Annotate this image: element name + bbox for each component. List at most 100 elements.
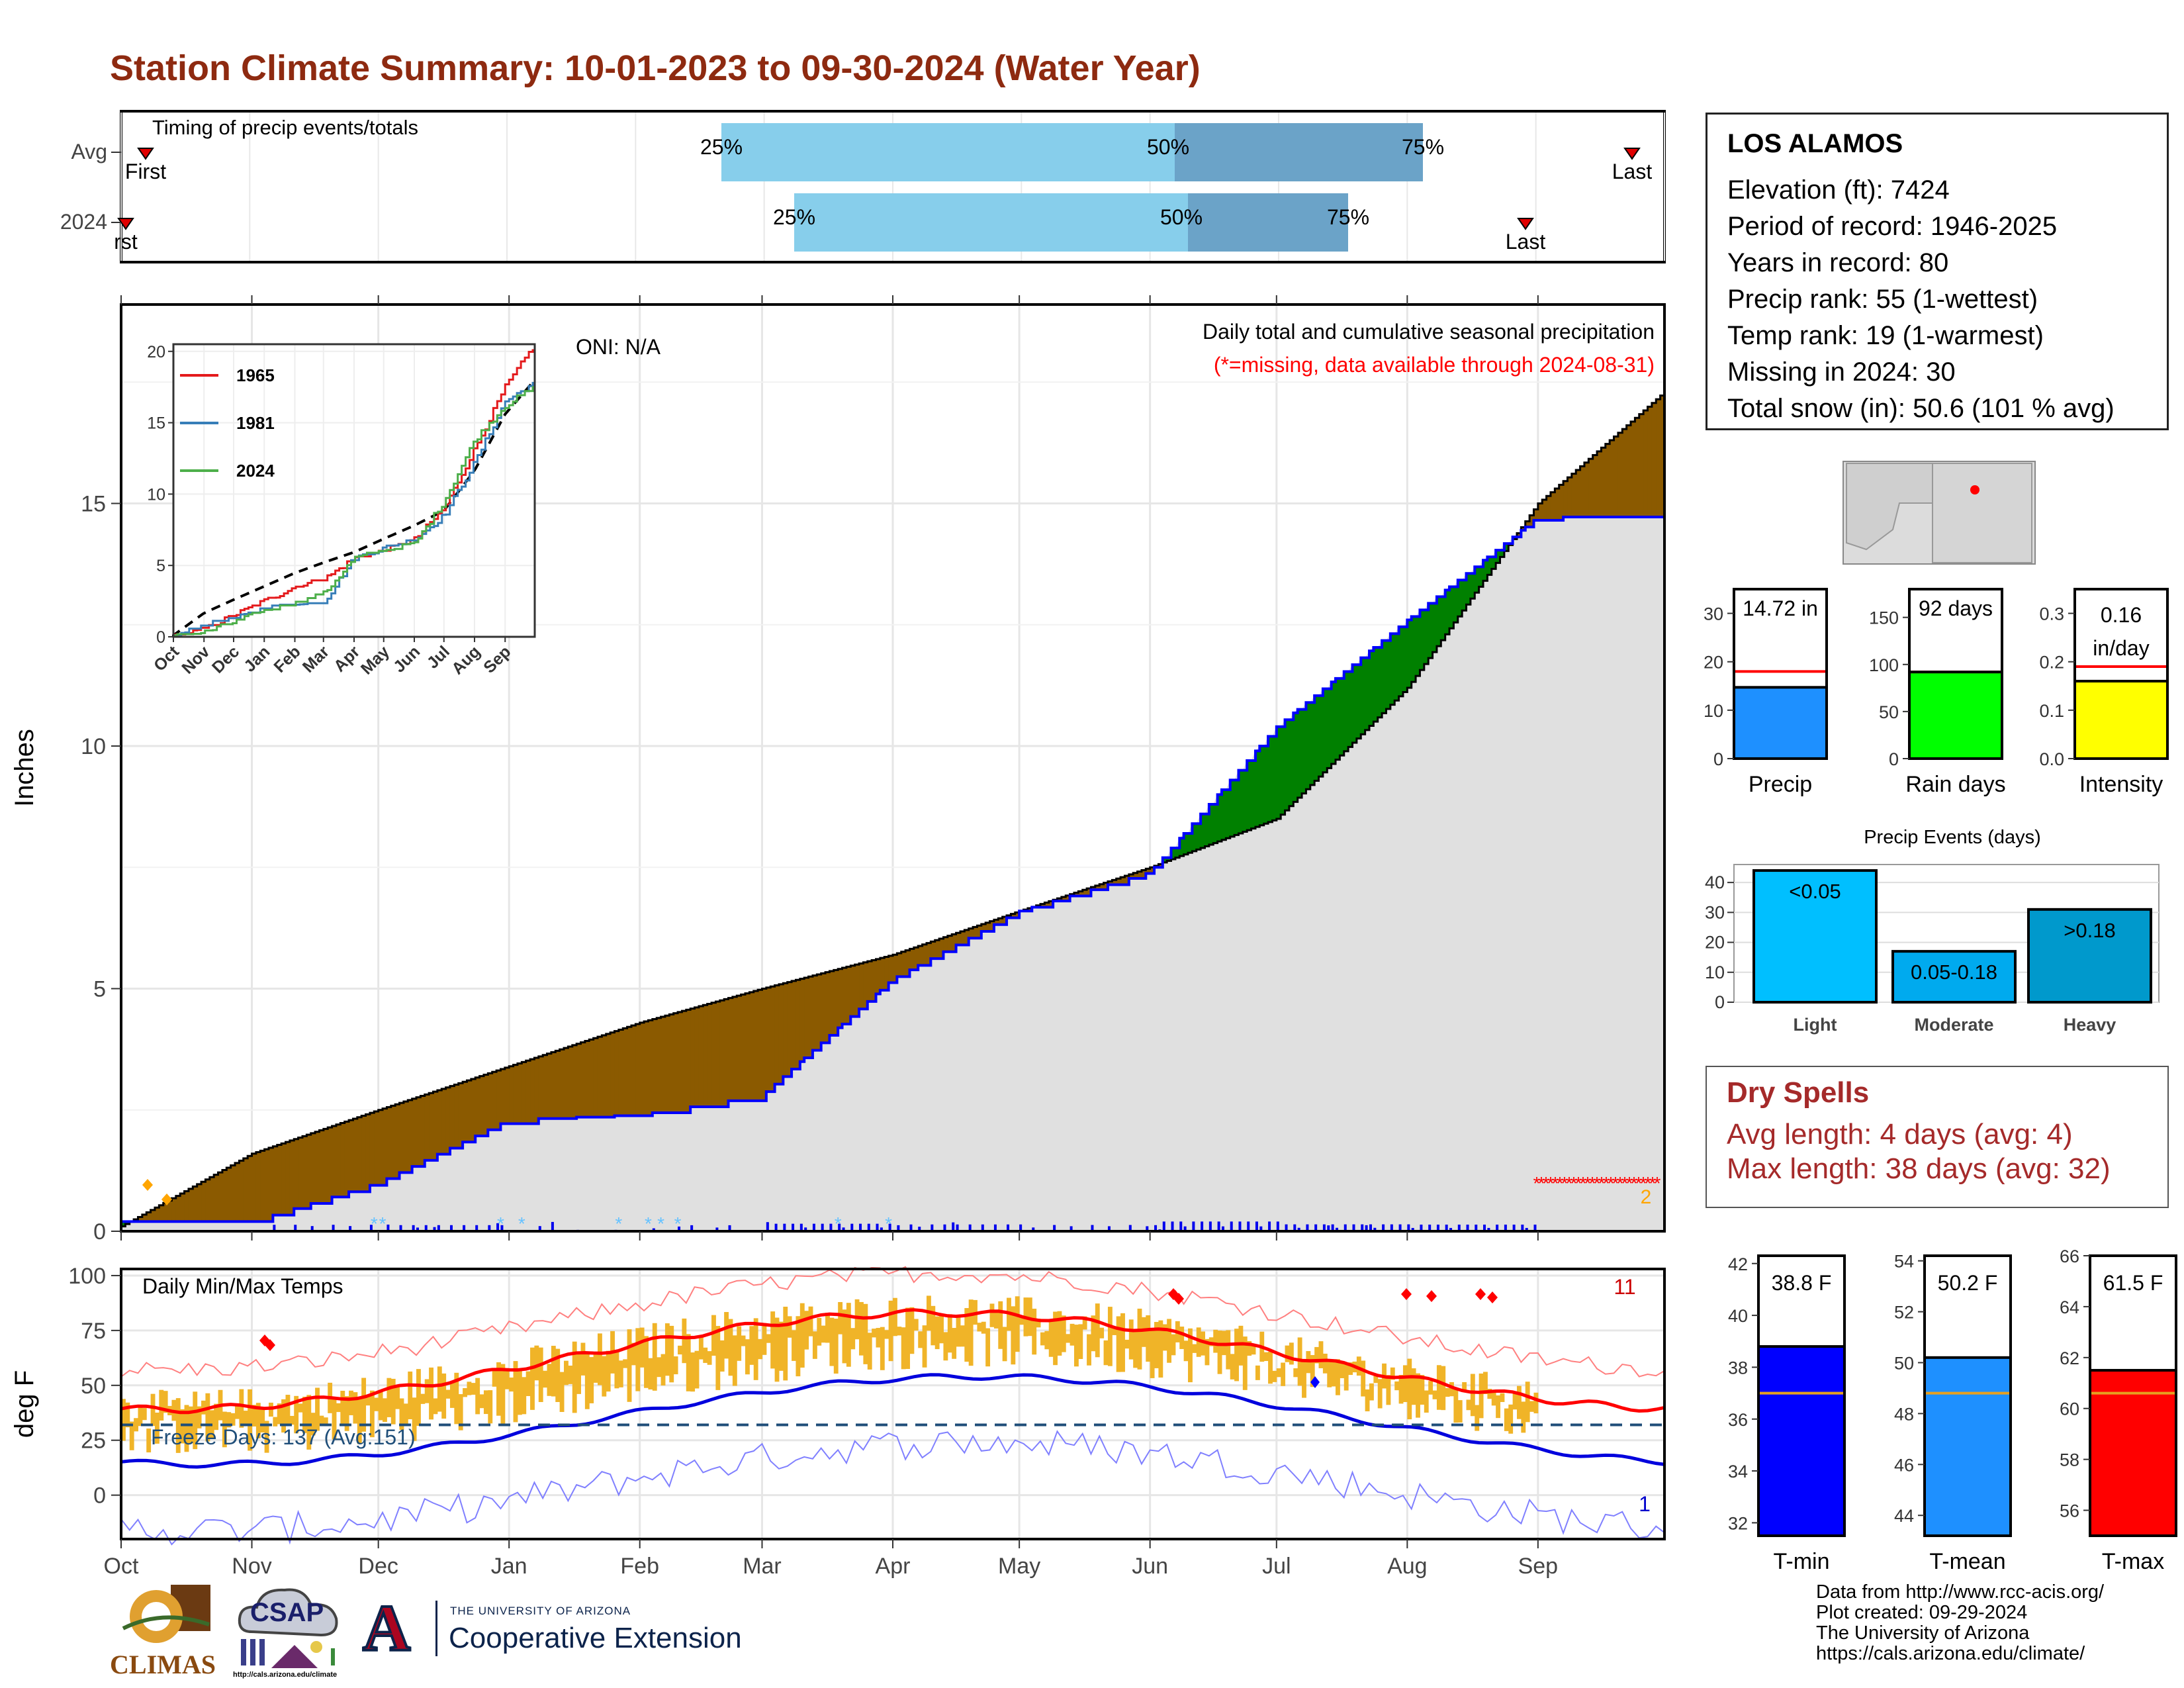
deficit-area [142, 1214, 147, 1222]
daily-precip-bar [369, 1225, 373, 1231]
deficit-area [1571, 473, 1576, 518]
deficit-area [968, 928, 974, 939]
deficit-area [993, 919, 999, 925]
surplus-area [1479, 567, 1484, 587]
daily-precip-bar [1183, 1226, 1187, 1231]
temp-y-tick: 25 [81, 1429, 106, 1454]
daily-temp-bar [778, 1321, 784, 1371]
daily-precip-bar [774, 1223, 778, 1231]
temp-summary-label: T-max [2102, 1549, 2164, 1574]
daily-temp-bar [154, 1412, 159, 1444]
csap-url: http://cals.arizona.edu/climate [233, 1671, 338, 1679]
daily-temp-bar [703, 1347, 708, 1363]
record-high-marker-icon [265, 1339, 275, 1351]
surplus-area [1230, 780, 1235, 837]
surplus-area [1382, 640, 1387, 714]
last-label: Last [1506, 230, 1546, 254]
daily-temp-bar [547, 1364, 552, 1396]
daily-precip-bar [1449, 1227, 1453, 1231]
deficit-area [1002, 917, 1007, 925]
daily-temp-bar [323, 1417, 328, 1427]
daily-temp-bar [1183, 1340, 1189, 1362]
surplus-area [1179, 838, 1185, 857]
daily-precip-bar [1525, 1227, 1528, 1231]
daily-temp-bar [732, 1335, 737, 1386]
deficit-area [1011, 914, 1016, 918]
deficit-area [956, 933, 961, 945]
deficit-area [171, 1198, 177, 1222]
daily-temp-bar [753, 1318, 758, 1380]
daily-temp-bar [897, 1327, 902, 1336]
daily-temp-bar [872, 1329, 877, 1338]
deficit-area [543, 1055, 548, 1119]
deficit-area [205, 1179, 210, 1222]
daily-temp-bar [568, 1366, 573, 1384]
daily-precip-bar [349, 1226, 352, 1231]
temp-summary-fill [1757, 1345, 1846, 1538]
csap-logo: CSAP http://cals.arizona.edu/climate [232, 1582, 351, 1681]
daily-temp-bar [985, 1328, 991, 1367]
daily-temp-bar [517, 1368, 522, 1415]
deficit-area [964, 929, 970, 945]
daily-precip-bar [538, 1226, 541, 1231]
deficit-area [1082, 890, 1087, 896]
deficit-area [1533, 509, 1539, 521]
daily-temp-bar [357, 1396, 362, 1444]
deficit-area [1639, 414, 1644, 518]
daily-temp-bar [429, 1367, 433, 1420]
daily-precip-bar [1457, 1224, 1461, 1231]
climas-logo: CLIMAS [110, 1582, 216, 1679]
temp-summary-y-tick: 52 [1894, 1303, 1914, 1323]
daily-precip-bar [551, 1221, 554, 1231]
daily-temp-bar [1314, 1346, 1320, 1364]
y-tick-label: 5 [93, 977, 106, 1002]
daily-precip-bar [1336, 1227, 1339, 1231]
deficit-area [209, 1177, 214, 1222]
deficit-area [555, 1051, 561, 1119]
inset-series-line [172, 386, 534, 637]
deficit-area [952, 934, 957, 952]
deficit-area [243, 1158, 248, 1222]
summary-value-label: 0.16 [2101, 603, 2142, 627]
summary-bar-label: Precip [1749, 772, 1812, 797]
summary-y-tick: 100 [1869, 655, 1899, 675]
missing-marker: * [1621, 1173, 1629, 1194]
deficit-area [264, 1149, 269, 1222]
daily-temp-bar [399, 1398, 404, 1430]
surplus-area [1365, 657, 1370, 730]
month-label: Nov [232, 1554, 271, 1579]
deficit-area [1631, 421, 1635, 518]
deficit-area [1040, 904, 1045, 908]
daily-temp-bar [349, 1390, 353, 1415]
deficit-area [913, 947, 919, 970]
daily-temp-bar [1201, 1331, 1205, 1356]
daily-temp-bar [728, 1319, 733, 1376]
deficit-area [926, 943, 931, 966]
normal-min-line [120, 1373, 1665, 1469]
daily-precip-bar [1428, 1224, 1432, 1231]
daily-temp-bar [1099, 1327, 1105, 1338]
deficit-area [547, 1053, 552, 1119]
daily-temp-bar [618, 1360, 623, 1387]
daily-temp-bar [1082, 1316, 1087, 1330]
deficit-area [1158, 864, 1163, 868]
deficit-area [1635, 418, 1640, 518]
deficit-area [985, 922, 991, 932]
deficit-area [1643, 410, 1649, 518]
daily-temp-bar [1487, 1389, 1492, 1399]
daily-temp-bar [943, 1332, 948, 1361]
daily-precip-bar [918, 1227, 921, 1231]
deficit-area [390, 1105, 396, 1179]
deficit-area [255, 1152, 261, 1222]
deficit-area [1617, 432, 1623, 518]
surplus-area [1201, 814, 1205, 848]
daily-temp-bar [576, 1352, 582, 1394]
daily-temp-bar [1150, 1331, 1155, 1378]
deficit-area [799, 978, 805, 1062]
daily-precip-bar [859, 1223, 862, 1231]
daily-temp-bar [488, 1390, 493, 1424]
map-state-nm [1932, 463, 2032, 563]
deficit-area [1516, 533, 1522, 538]
deficit-area [854, 964, 860, 1017]
deficit-area [758, 990, 762, 1101]
